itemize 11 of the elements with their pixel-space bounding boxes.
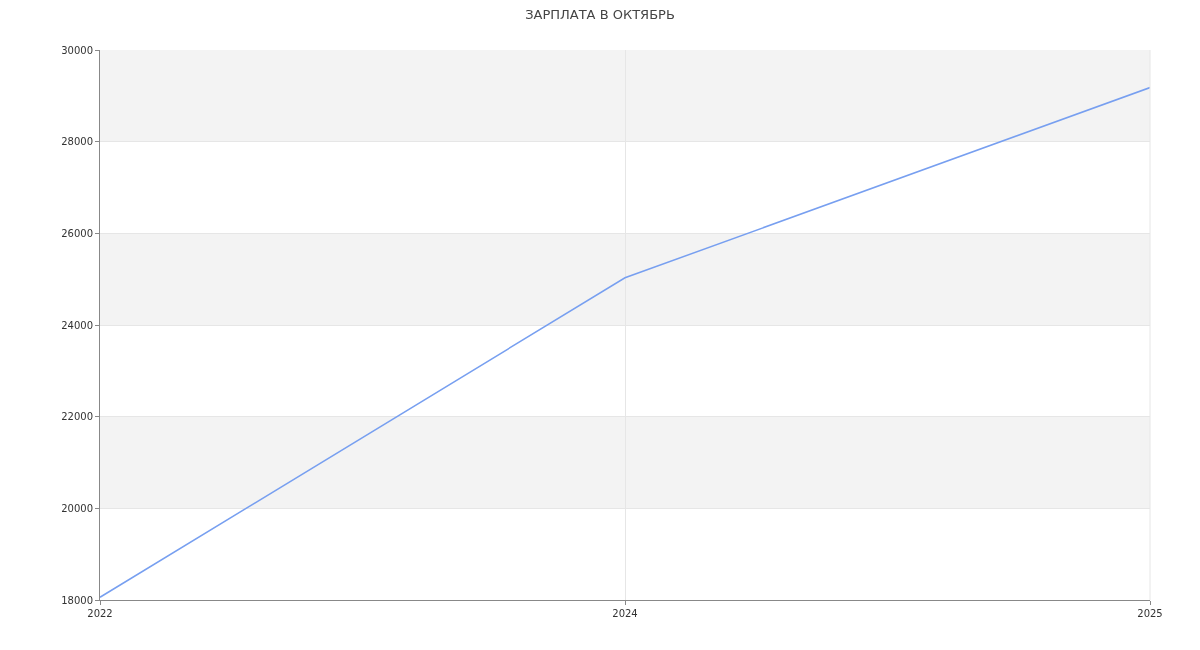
x-tick-label: 2022	[87, 608, 113, 619]
y-tick-label: 18000	[61, 594, 93, 606]
chart-title: ЗАРПЛАТА В ОКТЯБРЬ	[525, 6, 675, 22]
y-tick-label: 26000	[61, 227, 93, 239]
y-tick-label: 20000	[61, 502, 93, 514]
x-tick-label: 2024	[612, 608, 638, 619]
x-tick-label: 2025	[1137, 608, 1163, 619]
y-tick-label: 24000	[61, 319, 93, 331]
y-tick-label: 28000	[61, 136, 93, 148]
y-tick-label: 22000	[61, 411, 93, 423]
y-tick-label: 30000	[61, 44, 93, 56]
